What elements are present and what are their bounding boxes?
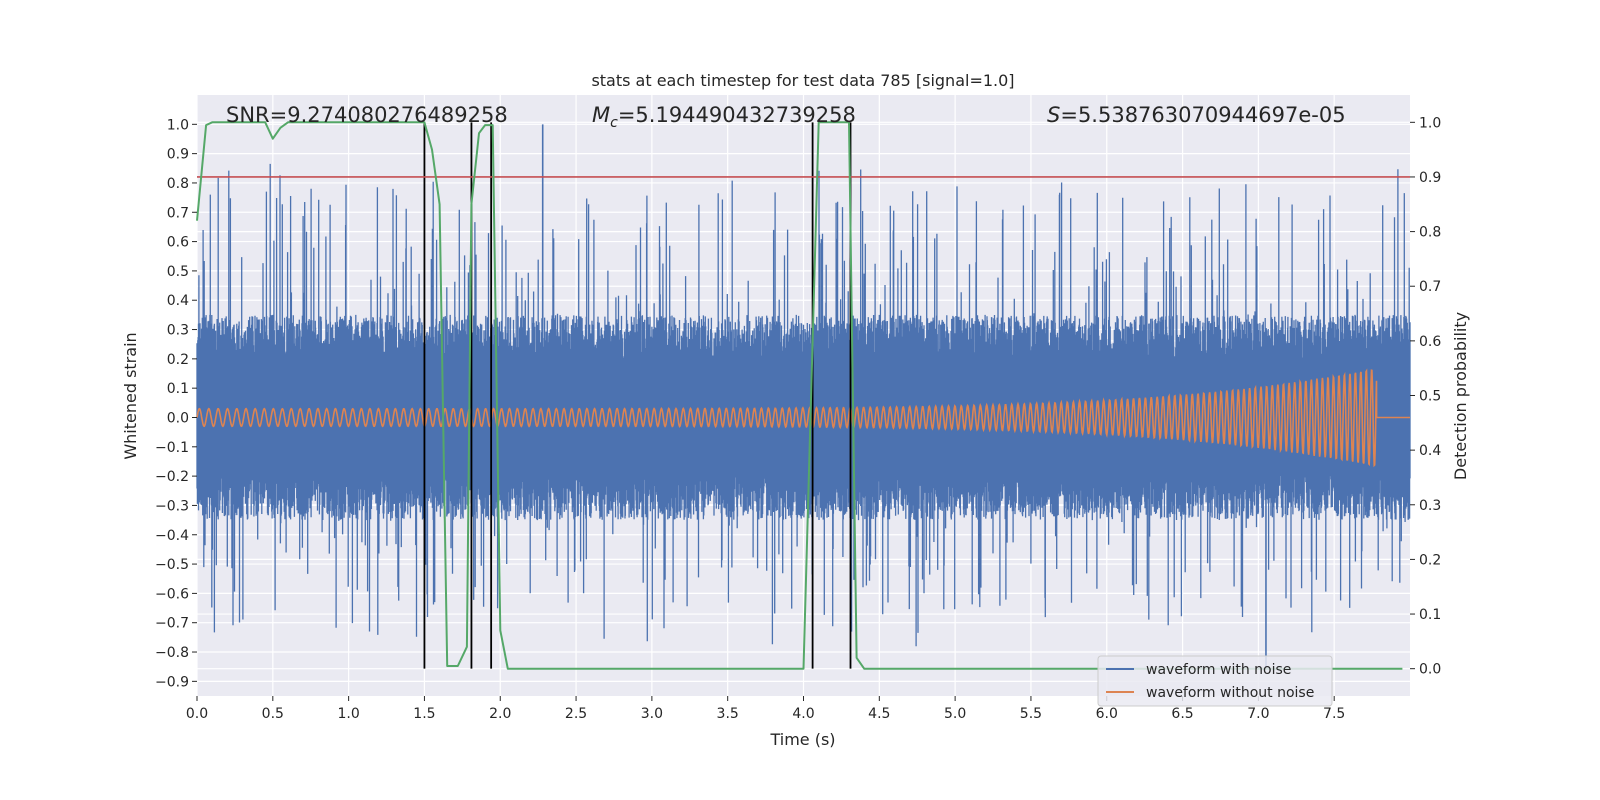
x-tick-label-4: 2.0 bbox=[489, 706, 511, 722]
chart-title: stats at each timestep for test data 785… bbox=[591, 71, 1014, 90]
x-tick-label-12: 6.0 bbox=[1096, 706, 1118, 722]
y-tick-label-left-12: 0.3 bbox=[167, 323, 189, 339]
legend-box bbox=[1097, 655, 1333, 707]
y-tick-label-left-8: −0.1 bbox=[155, 440, 189, 456]
y-tick-label-left-6: −0.3 bbox=[155, 498, 189, 514]
y-tick-label-left-13: 0.4 bbox=[167, 293, 189, 309]
y-tick-label-left-19: 1.0 bbox=[167, 117, 189, 133]
x-tick-label-11: 5.5 bbox=[1020, 706, 1042, 722]
snr-annotation: SNR=9.274080276489258 bbox=[226, 103, 508, 127]
series-detection-probability bbox=[196, 121, 1403, 670]
s-annotation: S=5.538763070944697e-05 bbox=[1047, 103, 1346, 127]
x-tick-label-10: 5.0 bbox=[944, 706, 966, 722]
y-tick-label-right-4: 0.4 bbox=[1419, 443, 1441, 459]
y-tick-label-left-18: 0.9 bbox=[167, 147, 189, 163]
y-tick-label-left-14: 0.5 bbox=[167, 264, 189, 280]
x-tick-label-2: 1.0 bbox=[337, 706, 359, 722]
s-symbol: S bbox=[1047, 103, 1060, 127]
chirp-mass-annotation: Mc=5.194490432739258 bbox=[592, 103, 856, 131]
y-tick-label-left-16: 0.7 bbox=[167, 205, 189, 221]
x-tick-label-7: 3.5 bbox=[717, 706, 739, 722]
legend: waveform with noise waveform without noi… bbox=[1097, 655, 1333, 707]
x-tick-label-9: 4.5 bbox=[868, 706, 890, 722]
x-tick-label-1: 0.5 bbox=[262, 706, 284, 722]
y-tick-label-left-9: 0.0 bbox=[167, 410, 189, 426]
x-axis-label: Time (s) bbox=[769, 730, 835, 749]
clean-waveform-line bbox=[196, 368, 1410, 468]
y-axis-label-right: Detection probability bbox=[1451, 312, 1470, 480]
y-tick-label-right-3: 0.3 bbox=[1419, 498, 1441, 514]
y-tick-label-left-0: −0.9 bbox=[155, 674, 189, 690]
x-tick-label-8: 4.0 bbox=[792, 706, 814, 722]
y-tick-label-left-4: −0.5 bbox=[155, 557, 189, 573]
y-tick-label-right-9: 0.9 bbox=[1419, 170, 1441, 186]
y-tick-label-left-11: 0.2 bbox=[167, 352, 189, 368]
y-tick-label-left-5: −0.4 bbox=[155, 528, 189, 544]
y-tick-label-left-7: −0.2 bbox=[155, 469, 189, 485]
y-tick-label-right-6: 0.6 bbox=[1419, 334, 1441, 350]
s-value: =5.538763070944697e-05 bbox=[1060, 103, 1345, 127]
y-tick-label-left-3: −0.6 bbox=[155, 586, 189, 602]
y-tick-label-right-10: 1.0 bbox=[1419, 115, 1441, 131]
mc-subscript: c bbox=[610, 115, 618, 131]
x-tick-label-14: 7.0 bbox=[1247, 706, 1269, 722]
y-tick-label-left-2: −0.7 bbox=[155, 616, 189, 632]
y-tick-label-right-7: 0.7 bbox=[1419, 279, 1441, 295]
legend-label-clean: waveform without noise bbox=[1146, 685, 1314, 701]
x-tick-label-15: 7.5 bbox=[1323, 706, 1345, 722]
y-tick-label-left-15: 0.6 bbox=[167, 235, 189, 251]
mc-symbol: M bbox=[592, 103, 610, 127]
y-tick-label-right-8: 0.8 bbox=[1419, 225, 1441, 241]
x-tick-label-13: 6.5 bbox=[1171, 706, 1193, 722]
y-tick-label-right-1: 0.1 bbox=[1419, 607, 1441, 623]
x-tick-label-0: 0.0 bbox=[186, 706, 208, 722]
y-tick-label-right-5: 0.5 bbox=[1419, 389, 1441, 405]
detection-probability-line bbox=[196, 121, 1403, 670]
y-tick-label-right-0: 0.0 bbox=[1419, 662, 1441, 678]
legend-label-noisy: waveform with noise bbox=[1146, 662, 1291, 678]
y-tick-label-right-2: 0.2 bbox=[1419, 552, 1441, 568]
x-tick-label-6: 3.0 bbox=[641, 706, 663, 722]
axes: 0.0 0.5 1.0 1.5 2.0 2.5 3.0 3.5 4.0 4.5 5.0 5.5 6.0 6… bbox=[155, 115, 1441, 722]
mc-value: =5.194490432739258 bbox=[618, 103, 856, 127]
x-tick-label-3: 1.5 bbox=[413, 706, 435, 722]
y-tick-label-left-1: −0.8 bbox=[155, 645, 189, 661]
series-waveform-without-noise bbox=[196, 368, 1410, 468]
y-tick-label-left-10: 0.1 bbox=[167, 381, 189, 397]
x-tick-label-5: 2.5 bbox=[565, 706, 587, 722]
y-tick-label-left-17: 0.8 bbox=[167, 176, 189, 192]
y-axis-label-left: Whitened strain bbox=[121, 332, 140, 459]
